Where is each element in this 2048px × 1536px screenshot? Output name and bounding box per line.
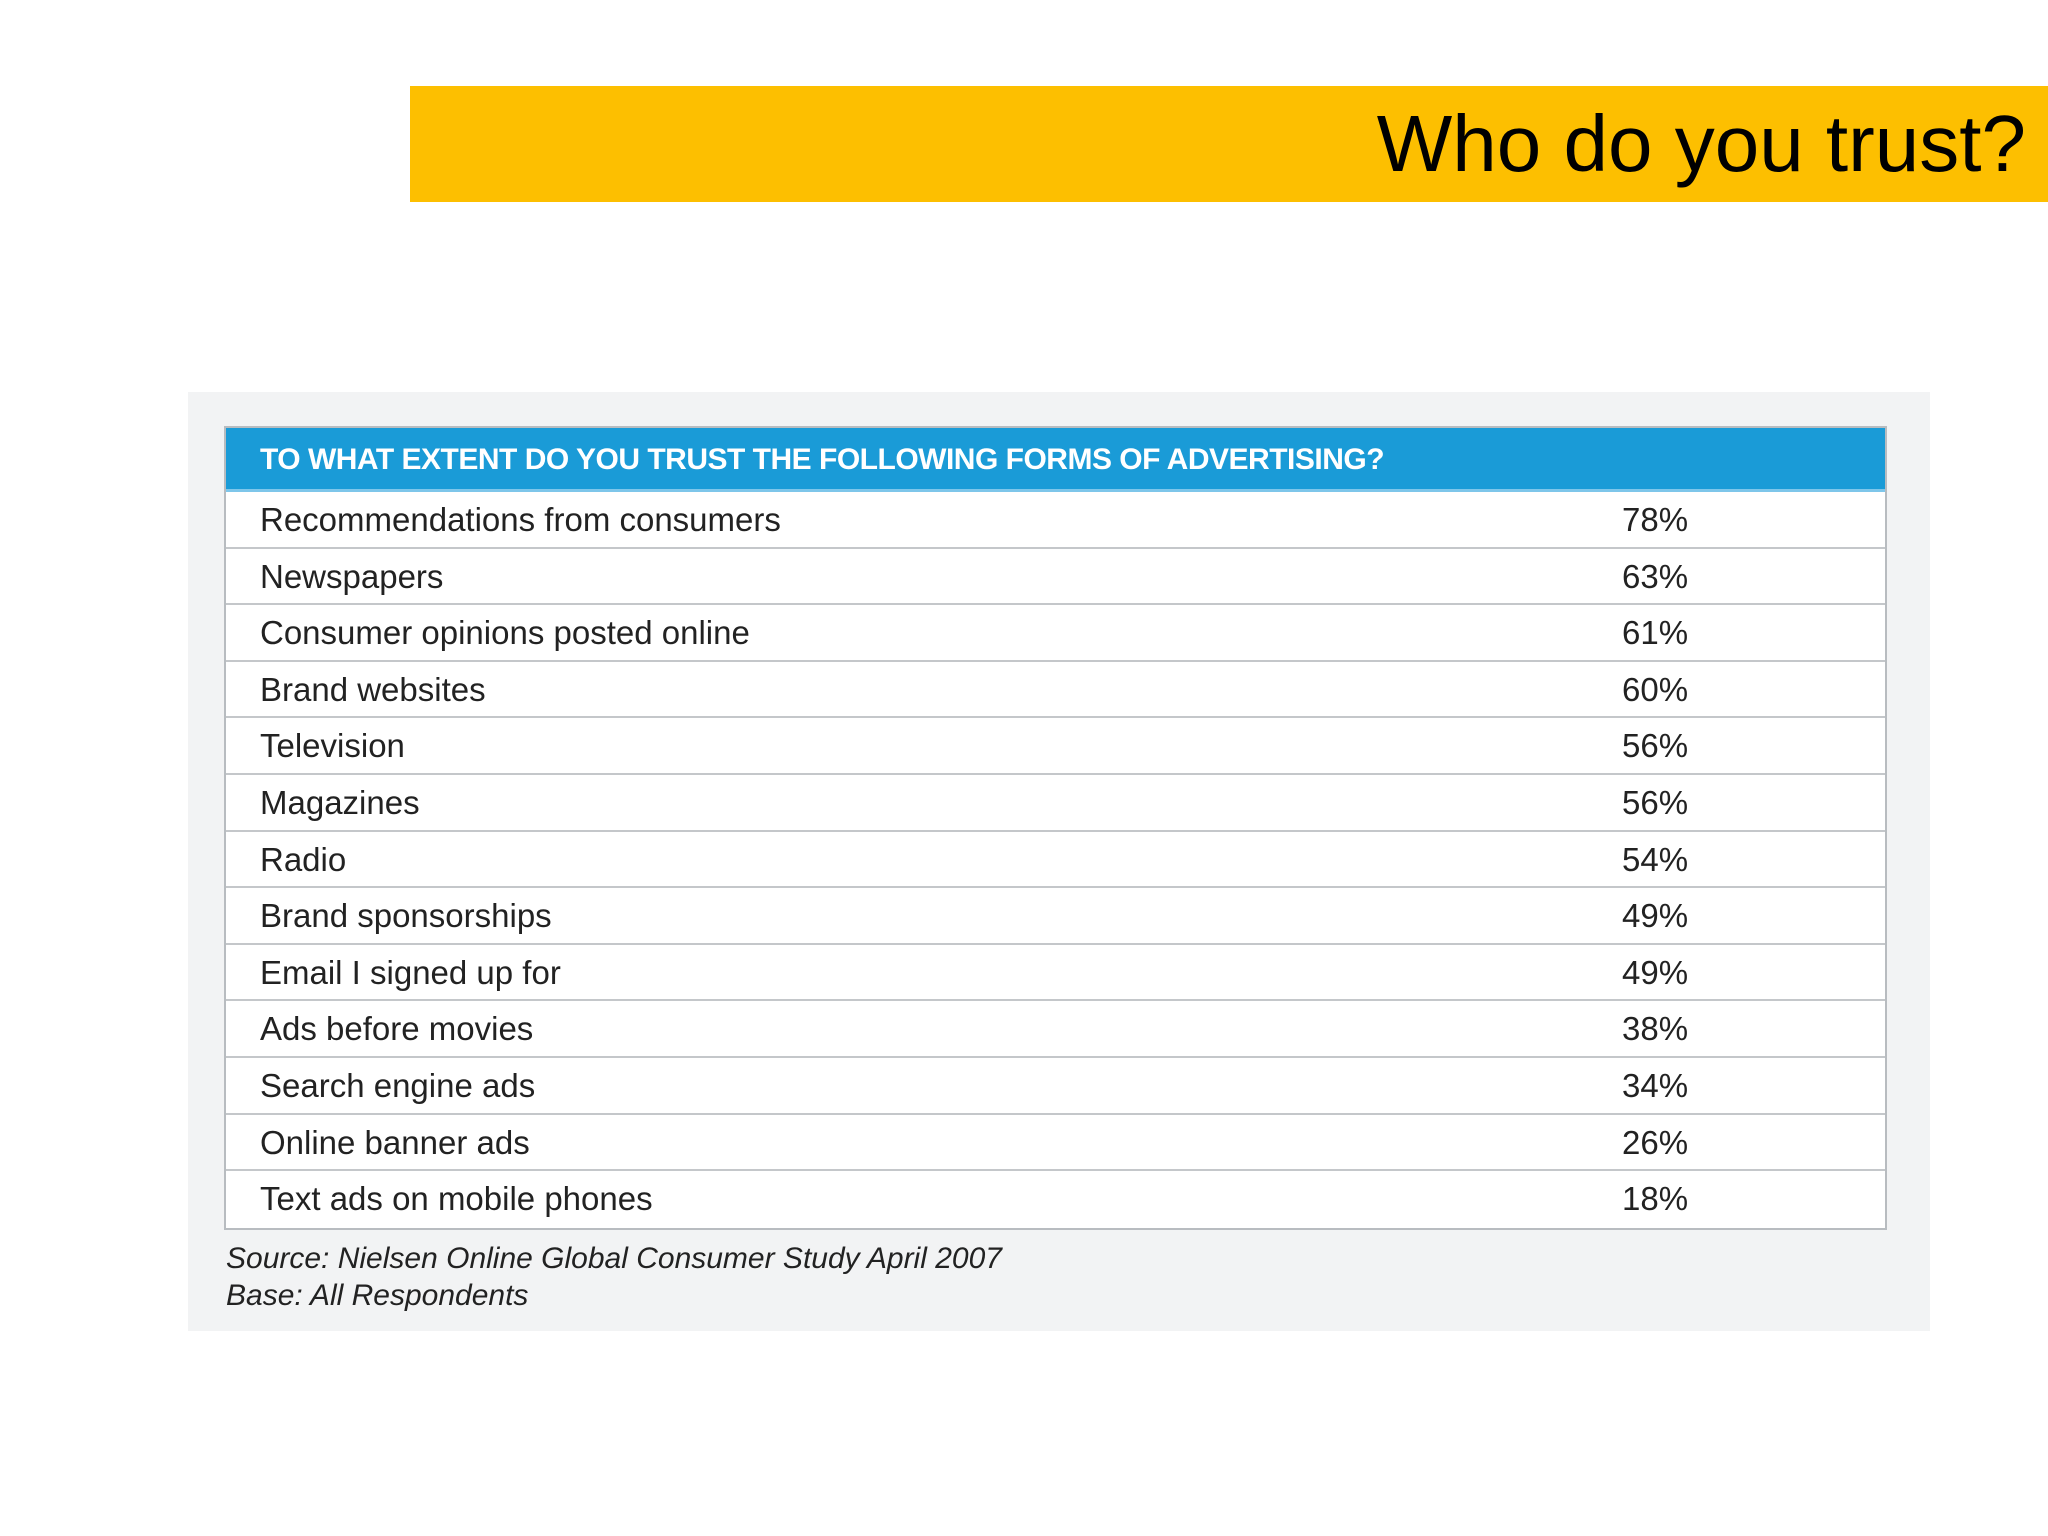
table-row: Television 56% [226, 718, 1885, 775]
table-row: Newspapers 63% [226, 549, 1885, 606]
row-label: Brand sponsorships [260, 897, 552, 935]
table-row: Search engine ads 34% [226, 1058, 1885, 1115]
row-label: Ads before movies [260, 1010, 534, 1048]
table-row: Brand sponsorships 49% [226, 888, 1885, 945]
row-value: 54% [1622, 840, 1689, 878]
table-row: Radio 54% [226, 832, 1885, 889]
table-row: Consumer opinions posted online 61% [226, 605, 1885, 662]
table-header: TO WHAT EXTENT DO YOU TRUST THE FOLLOWIN… [226, 428, 1885, 492]
row-label: Search engine ads [260, 1066, 536, 1104]
table-row: Recommendations from consumers 78% [226, 492, 1885, 549]
row-value: 56% [1622, 727, 1689, 765]
source-note: Source: Nielsen Online Global Consumer S… [226, 1242, 1002, 1275]
row-label: Email I signed up for [260, 953, 561, 991]
row-value: 26% [1622, 1123, 1689, 1161]
table-row: Email I signed up for 49% [226, 945, 1885, 1002]
row-label: Consumer opinions posted online [260, 614, 750, 652]
row-label: Online banner ads [260, 1123, 530, 1161]
row-value: 49% [1622, 953, 1689, 991]
title-bar: Who do you trust? [410, 86, 2048, 202]
row-label: Television [260, 727, 405, 765]
row-value: 18% [1622, 1180, 1689, 1218]
row-value: 60% [1622, 670, 1689, 708]
row-label: Radio [260, 840, 347, 878]
row-value: 61% [1622, 614, 1689, 652]
row-value: 38% [1622, 1010, 1689, 1048]
table-row: Brand websites 60% [226, 662, 1885, 719]
table-body: Recommendations from consumers 78% Newspap… [226, 492, 1885, 1228]
table-row: Text ads on mobile phones 18% [226, 1171, 1885, 1228]
table-panel: TO WHAT EXTENT DO YOU TRUST THE FOLLOWIN… [188, 392, 1930, 1331]
slide-title: Who do you trust? [1376, 99, 2026, 188]
base-note: Base: All Respondents [226, 1279, 529, 1312]
row-value: 56% [1622, 783, 1689, 821]
table-notes: Source: Nielsen Online Global Consumer S… [226, 1240, 1002, 1314]
trust-table: TO WHAT EXTENT DO YOU TRUST THE FOLLOWIN… [224, 426, 1887, 1230]
row-label: Newspapers [260, 557, 444, 595]
row-label: Brand websites [260, 670, 486, 708]
table-row: Magazines 56% [226, 775, 1885, 832]
row-value: 49% [1622, 897, 1689, 935]
row-value: 63% [1622, 557, 1689, 595]
row-label: Text ads on mobile phones [260, 1180, 653, 1218]
row-label: Magazines [260, 783, 420, 821]
row-value: 78% [1622, 501, 1689, 538]
row-value: 34% [1622, 1066, 1689, 1104]
row-label: Recommendations from consumers [260, 501, 781, 538]
table-row: Online banner ads 26% [226, 1115, 1885, 1172]
table-row: Ads before movies 38% [226, 1001, 1885, 1058]
